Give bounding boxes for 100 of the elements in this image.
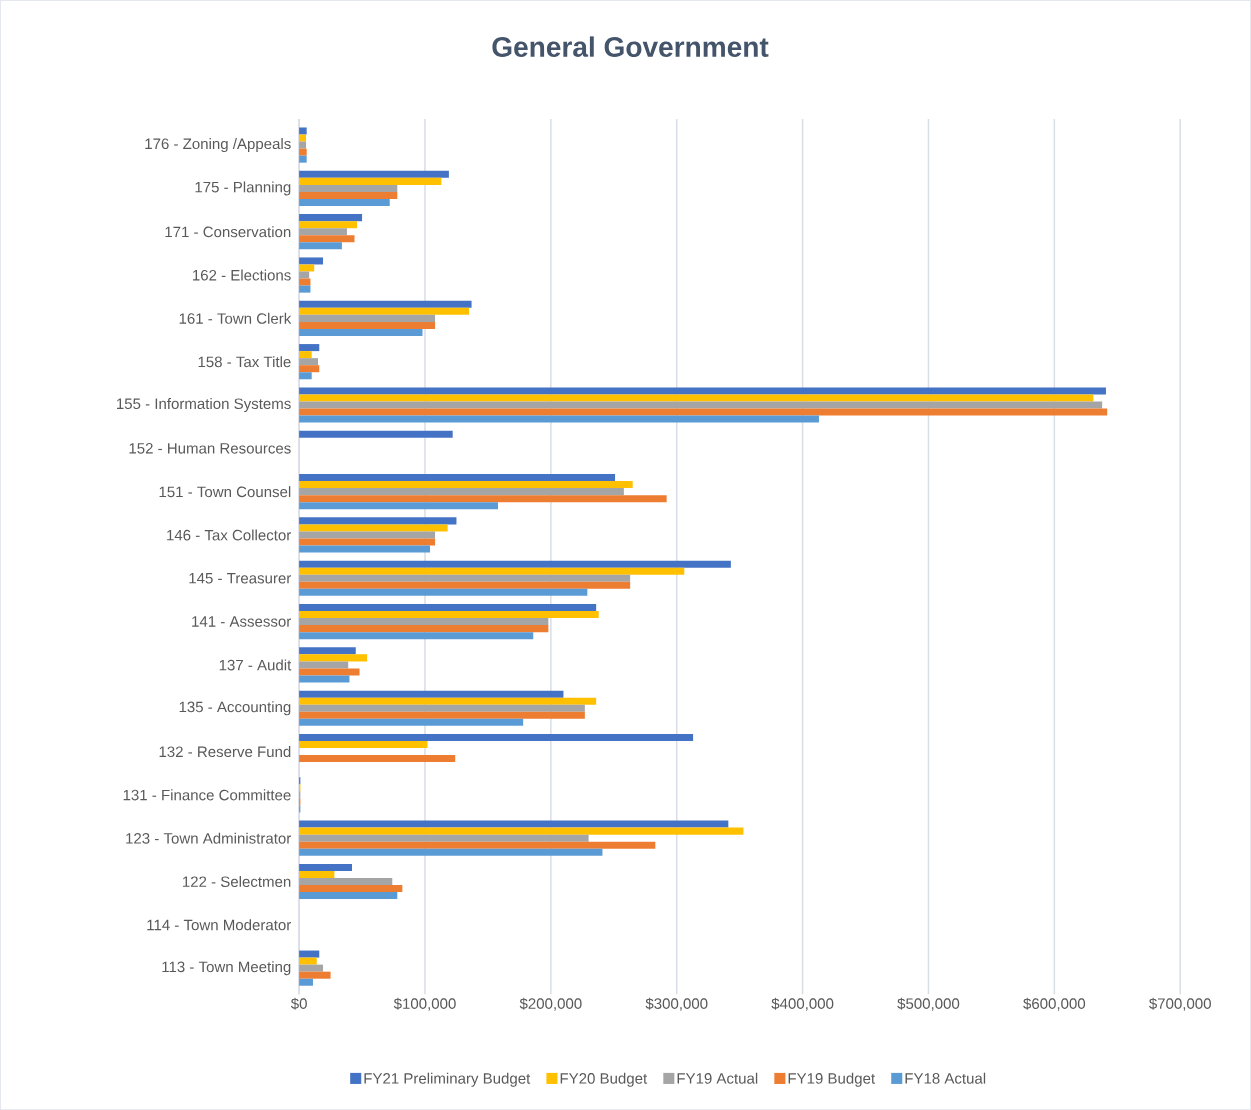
bar bbox=[299, 668, 360, 676]
y-tick-label: 135 - Accounting bbox=[179, 701, 291, 716]
bar bbox=[299, 603, 597, 611]
bar bbox=[299, 661, 349, 669]
bar bbox=[299, 401, 1103, 409]
bar bbox=[299, 891, 398, 900]
x-tick-label: $0 bbox=[290, 997, 307, 1010]
bar bbox=[299, 718, 524, 726]
x-tick-label: $600,000 bbox=[1023, 997, 1086, 1011]
bar bbox=[299, 134, 307, 142]
bar bbox=[299, 365, 320, 373]
bar bbox=[299, 321, 436, 329]
bar bbox=[299, 271, 310, 279]
y-tick-label: 162 - Elections bbox=[193, 269, 291, 281]
bar bbox=[299, 473, 616, 481]
bar bbox=[299, 884, 403, 892]
bar bbox=[299, 654, 368, 662]
bar bbox=[299, 228, 347, 236]
y-tick-label: 155 - Information Systems bbox=[117, 397, 291, 412]
bar bbox=[299, 394, 1094, 402]
y-tick-label: 161 - Town Clerk bbox=[179, 312, 292, 324]
bar bbox=[299, 351, 312, 359]
bar bbox=[299, 581, 631, 589]
bar bbox=[299, 170, 449, 178]
bar bbox=[299, 278, 311, 286]
bar bbox=[299, 834, 589, 842]
y-tick-label: 171 - Conservation bbox=[165, 226, 291, 238]
bar bbox=[299, 127, 307, 135]
bar bbox=[299, 495, 667, 503]
bar bbox=[299, 257, 324, 265]
bar bbox=[299, 177, 442, 185]
y-tick-label: 131 - Finance Committee bbox=[123, 789, 291, 801]
bar bbox=[299, 567, 685, 575]
y-tick-label: 151 - Town Counsel bbox=[159, 486, 291, 498]
x-tick-label: $100,000 bbox=[393, 997, 456, 1011]
y-tick-label: 113 - Town Meeting bbox=[162, 961, 291, 976]
y-tick-label: 137 - Audit bbox=[219, 659, 292, 671]
y-tick-label: 175 - Planning bbox=[195, 181, 291, 196]
x-tick-label: $700,000 bbox=[1149, 997, 1211, 1011]
legend-label: FY21 Preliminary Budget bbox=[364, 1072, 531, 1087]
bar bbox=[299, 617, 549, 626]
y-tick-label: 114 - Town Moderator bbox=[147, 919, 292, 931]
y-tick-label: 123 - Town Administrator bbox=[126, 832, 292, 844]
y-tick-label: 141 - Assessor bbox=[192, 616, 292, 627]
y-tick-label: 132 - Reserve Fund bbox=[159, 745, 291, 757]
bar bbox=[299, 964, 324, 972]
bar bbox=[299, 148, 307, 156]
bar bbox=[299, 221, 358, 229]
bar bbox=[299, 524, 448, 532]
bar bbox=[299, 827, 744, 835]
bar bbox=[299, 820, 729, 828]
bar bbox=[299, 841, 656, 849]
bar bbox=[299, 264, 315, 272]
bar bbox=[299, 408, 1108, 416]
bar bbox=[299, 343, 320, 352]
x-tick-label: $500,000 bbox=[897, 997, 960, 1011]
bar bbox=[299, 950, 320, 958]
bar bbox=[299, 971, 331, 979]
bar bbox=[299, 517, 457, 525]
bar bbox=[299, 690, 564, 698]
bar bbox=[299, 588, 588, 596]
bar bbox=[299, 198, 390, 206]
bar bbox=[299, 863, 352, 871]
legend-label: FY20 Budget bbox=[560, 1072, 648, 1087]
bar bbox=[299, 358, 318, 366]
bar bbox=[299, 740, 428, 748]
legend-label: FY19 Budget bbox=[788, 1072, 876, 1087]
bar bbox=[299, 191, 398, 199]
bar bbox=[299, 560, 731, 568]
x-tick-label: $300,000 bbox=[645, 997, 708, 1011]
bar bbox=[299, 184, 398, 192]
y-tick-label: 152 - Human Resources bbox=[129, 442, 291, 454]
bar bbox=[299, 647, 356, 655]
bar bbox=[299, 430, 453, 438]
bar bbox=[299, 307, 470, 315]
bar bbox=[299, 675, 350, 683]
legend-label: FY18 Actual bbox=[905, 1072, 986, 1084]
bar bbox=[299, 610, 599, 618]
bar bbox=[299, 877, 393, 885]
y-tick-label: 122 - Selectmen bbox=[183, 875, 291, 887]
bar bbox=[299, 632, 534, 640]
bar bbox=[299, 957, 317, 965]
bar bbox=[299, 545, 431, 553]
y-tick-label: 146 - Tax Collector bbox=[167, 529, 292, 541]
bar bbox=[299, 141, 307, 149]
chart-title: General Government bbox=[492, 36, 769, 57]
bar bbox=[299, 387, 1106, 395]
bar bbox=[299, 531, 436, 539]
bar bbox=[299, 488, 624, 496]
bar bbox=[299, 538, 436, 546]
y-tick-label: 176 - Zoning /Appeals bbox=[145, 137, 291, 152]
bar bbox=[299, 711, 585, 719]
bar bbox=[299, 235, 355, 243]
legend-label: FY19 Actual bbox=[677, 1072, 758, 1084]
y-tick-label: 145 - Treasurer bbox=[189, 572, 292, 584]
bar bbox=[299, 155, 307, 163]
bar bbox=[299, 625, 549, 633]
bar bbox=[299, 574, 631, 582]
bar bbox=[299, 704, 585, 712]
bar bbox=[299, 978, 313, 986]
